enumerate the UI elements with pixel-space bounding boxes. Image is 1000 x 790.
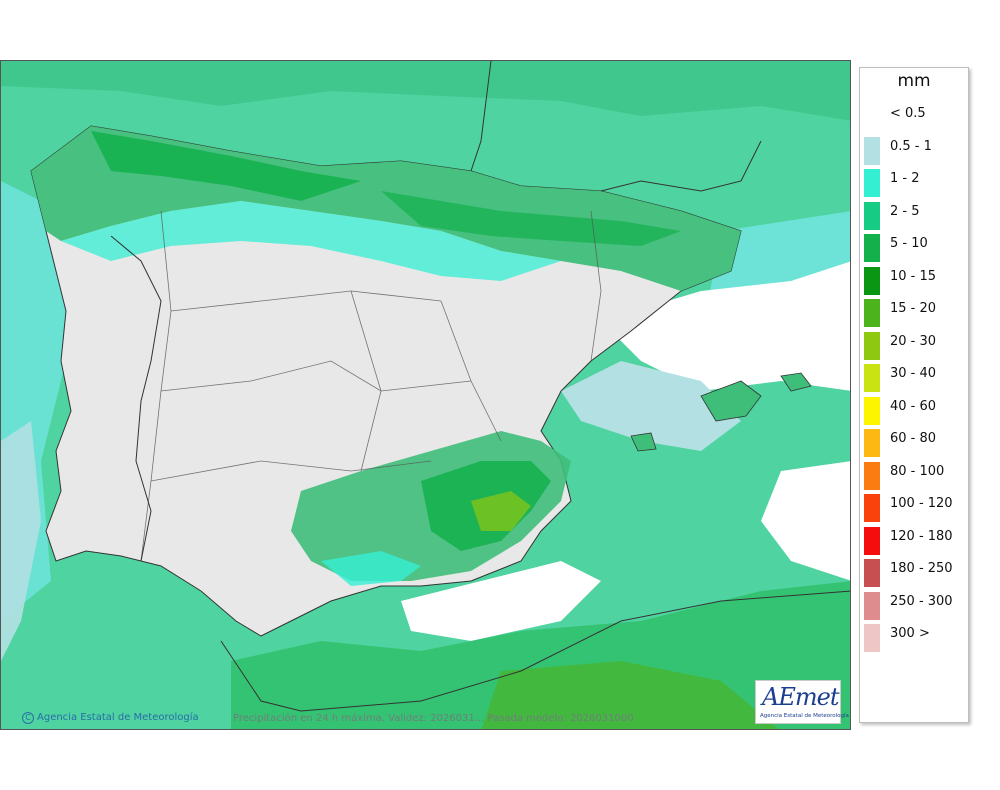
legend-item: 15 - 20 bbox=[860, 297, 968, 327]
logo-mark-a: AE bbox=[762, 683, 796, 711]
legend-item: 0.5 - 1 bbox=[860, 135, 968, 165]
menorca bbox=[780, 372, 812, 392]
mallorca bbox=[700, 380, 762, 422]
legend-label: 40 - 60 bbox=[890, 398, 937, 414]
legend-item: 120 - 180 bbox=[860, 525, 968, 555]
legend-swatch bbox=[864, 624, 880, 652]
legend-label: 120 - 180 bbox=[890, 528, 953, 544]
map-graphic bbox=[1, 61, 850, 729]
legend-item: 250 - 300 bbox=[860, 590, 968, 620]
legend-swatch bbox=[864, 104, 880, 132]
legend-label: 250 - 300 bbox=[890, 593, 953, 609]
copyright-icon: C bbox=[22, 712, 34, 724]
valencia-light-area bbox=[561, 361, 741, 451]
portugal-border bbox=[110, 235, 162, 562]
legend-item: 2 - 5 bbox=[860, 200, 968, 230]
sea-north-band bbox=[1, 61, 850, 121]
africa-coast bbox=[220, 590, 850, 712]
legend-swatch bbox=[864, 136, 880, 165]
pyrenees-strong bbox=[381, 191, 681, 246]
legend-item: 40 - 60 bbox=[860, 395, 968, 425]
map-caption: Precipitación en 24 h máxima. Validez: 2… bbox=[233, 713, 634, 724]
france-coast bbox=[470, 61, 762, 192]
legend-label: 15 - 20 bbox=[890, 301, 937, 316]
precipitation-map bbox=[0, 60, 851, 730]
legend-item: 10 - 15 bbox=[860, 265, 968, 295]
legend-panel: mm < 0.5 0.5 - 1 1 - 2 2 - 5 5 - 10 10 - 15 15… bbox=[859, 67, 969, 723]
legend-swatch bbox=[864, 201, 880, 230]
legend-item: 60 - 80 bbox=[860, 427, 968, 457]
legend-unit: mm bbox=[897, 71, 931, 91]
legend-swatch bbox=[864, 299, 880, 327]
region-borders bbox=[140, 210, 602, 562]
med-dry-area-east bbox=[601, 261, 850, 391]
legend-item: 180 - 250 bbox=[860, 557, 968, 587]
legend-swatch bbox=[864, 526, 880, 555]
north-africa-strong bbox=[481, 661, 779, 729]
legend-label: < 0.5 bbox=[890, 106, 926, 121]
legend-label: 5 - 10 bbox=[890, 236, 928, 251]
legend-label: 80 - 100 bbox=[890, 463, 945, 479]
ibiza bbox=[630, 432, 657, 452]
legend-label: 60 - 80 bbox=[890, 431, 937, 446]
almeria-light bbox=[321, 551, 421, 586]
legend-swatch bbox=[864, 494, 880, 522]
legend-swatch bbox=[864, 429, 880, 457]
legend-item: 30 - 40 bbox=[860, 362, 968, 392]
credit-text: Agencia Estatal de Meteorología bbox=[37, 712, 199, 723]
legend-label: 180 - 250 bbox=[890, 561, 953, 576]
legend-label: 0.5 - 1 bbox=[890, 138, 932, 154]
logo-mark: AEmet bbox=[762, 683, 840, 711]
legend-swatch bbox=[864, 559, 880, 587]
cantabrian-strong bbox=[91, 131, 361, 201]
legend-swatch bbox=[864, 331, 880, 360]
legend-item: 80 - 100 bbox=[860, 460, 968, 490]
logo-mark-b: met bbox=[794, 683, 840, 711]
legend-item: 1 - 2 bbox=[860, 167, 968, 197]
legend-item: 20 - 30 bbox=[860, 330, 968, 360]
legend-label: 300 > bbox=[890, 626, 930, 641]
legend-swatch bbox=[864, 234, 880, 262]
legend-item: 300 > bbox=[860, 622, 968, 652]
legend-swatch bbox=[864, 266, 880, 295]
agency-credit: C Agencia Estatal de Meteorología bbox=[22, 712, 199, 724]
legend-item: 100 - 120 bbox=[860, 492, 968, 522]
legend-swatch bbox=[864, 461, 880, 490]
legend-label: 20 - 30 bbox=[890, 333, 937, 349]
legend-label: 2 - 5 bbox=[890, 203, 920, 219]
logo-subtitle: Agencia Estatal de Meteorología bbox=[760, 713, 849, 719]
legend-swatch bbox=[864, 396, 880, 425]
north-light-band bbox=[61, 201, 561, 281]
aemet-logo: AEmet Agencia Estatal de Meteorología bbox=[755, 680, 849, 724]
legend-item: 5 - 10 bbox=[860, 232, 968, 262]
legend-label: 1 - 2 bbox=[890, 171, 920, 186]
alboran-dry-area bbox=[401, 561, 601, 641]
legend-swatch bbox=[864, 169, 880, 197]
legend-label: 30 - 40 bbox=[890, 366, 937, 381]
legend-item: < 0.5 bbox=[860, 102, 968, 132]
atlantic-light-band bbox=[1, 421, 41, 661]
legend-label: 10 - 15 bbox=[890, 268, 937, 284]
med-dry-area-se bbox=[761, 461, 850, 581]
legend-swatch bbox=[864, 591, 880, 620]
murcia-peak bbox=[471, 491, 531, 531]
legend-label: 100 - 120 bbox=[890, 496, 953, 511]
legend-swatch bbox=[864, 364, 880, 392]
